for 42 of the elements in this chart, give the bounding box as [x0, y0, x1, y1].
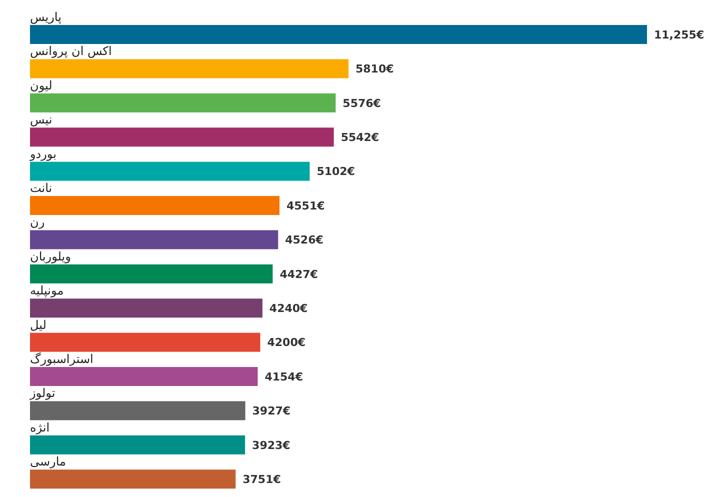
y-tick-label: انژه: [30, 420, 50, 434]
data-label: 5576€: [342, 96, 381, 110]
data-label: 5810€: [356, 62, 394, 76]
data-label: 3927€: [252, 404, 291, 418]
data-label: 3923€: [252, 438, 290, 452]
data-label: 5102€: [316, 165, 355, 178]
bar: [30, 196, 280, 215]
data-label: 11,255€: [654, 28, 704, 42]
bar: [30, 470, 236, 489]
data-label: 4551€: [286, 199, 325, 212]
y-tick-label: لیون: [30, 78, 52, 92]
bar: [30, 162, 310, 181]
bar: [30, 25, 647, 44]
data-label: 5542€: [340, 130, 380, 144]
data-label: 3751€: [242, 472, 281, 486]
y-tick-label: استراسبورگ: [30, 352, 94, 366]
bar: [30, 298, 262, 318]
bar: [30, 128, 334, 147]
bar: [30, 93, 336, 112]
y-tick-label: مارسی: [30, 454, 66, 469]
data-label: 4154€: [264, 370, 304, 384]
y-tick-label: تولوز: [29, 386, 56, 400]
y-tick-label: لیل: [30, 318, 46, 332]
bar: [30, 332, 260, 352]
y-tick-label: رن: [30, 215, 45, 230]
bar: [30, 59, 349, 78]
data-label: 4200€: [267, 336, 306, 350]
bar: [30, 401, 246, 420]
bar: [30, 367, 258, 386]
y-tick-label: نانت: [30, 181, 52, 195]
data-label: 4427€: [280, 268, 318, 281]
y-tick-label: بوردو: [29, 146, 56, 161]
bar: [30, 435, 246, 454]
y-tick-label: نیس: [30, 112, 52, 127]
y-tick-label: پاریس: [30, 10, 62, 24]
y-tick-label: ویلوربان: [30, 249, 71, 264]
bar: [30, 230, 278, 250]
data-label: 4240€: [269, 302, 308, 315]
y-tick-label: مونپلیه: [30, 284, 64, 298]
y-tick-label: اکس ان پروانس: [30, 44, 112, 58]
data-label: 4526€: [285, 234, 324, 247]
bar: [30, 264, 273, 284]
